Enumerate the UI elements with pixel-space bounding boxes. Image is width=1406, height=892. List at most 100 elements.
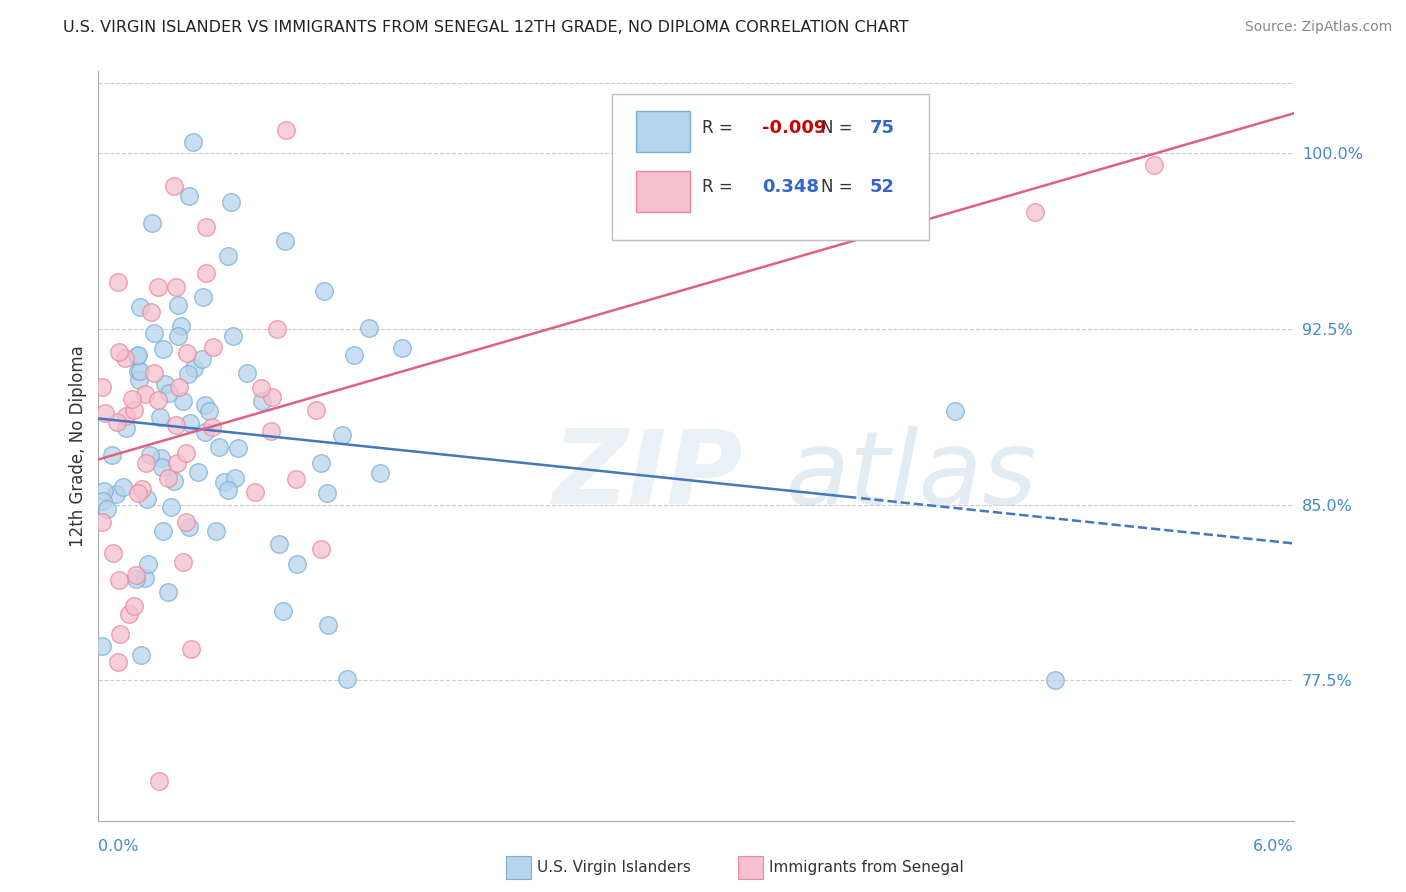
Point: [260, 424, 283, 438]
Point: [156, 471, 179, 485]
Text: U.S. Virgin Islanders: U.S. Virgin Islanders: [537, 860, 690, 875]
Point: [217, 483, 239, 497]
Point: [115, 409, 138, 423]
Point: [274, 235, 297, 249]
FancyBboxPatch shape: [613, 94, 929, 240]
Text: U.S. VIRGIN ISLANDER VS IMMIGRANTS FROM SENEGAL 12TH GRADE, NO DIPLOMA CORRELATI: U.S. VIRGIN ISLANDER VS IMMIGRANTS FROM …: [63, 20, 908, 35]
Point: [94, 406, 117, 420]
Point: [91, 494, 114, 508]
Point: [159, 500, 181, 514]
Text: Source: ZipAtlas.com: Source: ZipAtlas.com: [1244, 20, 1392, 34]
Point: [125, 349, 148, 363]
Point: [316, 486, 339, 500]
Point: [127, 485, 149, 500]
Point: [222, 328, 245, 343]
Point: [157, 386, 180, 401]
Text: Immigrants from Senegal: Immigrants from Senegal: [769, 860, 965, 875]
Point: [316, 617, 339, 632]
Point: [157, 585, 180, 599]
Point: [269, 537, 291, 551]
Point: [250, 393, 273, 408]
Point: [167, 380, 190, 394]
Text: 6.0%: 6.0%: [1253, 839, 1294, 855]
Text: N =: N =: [821, 178, 858, 196]
Point: [197, 403, 219, 417]
Point: [221, 194, 243, 209]
Point: [183, 135, 205, 149]
Point: [139, 448, 162, 462]
Point: [336, 672, 359, 686]
Point: [141, 304, 163, 318]
Point: [285, 558, 308, 572]
Point: [194, 425, 217, 439]
Point: [305, 402, 328, 417]
Point: [391, 341, 413, 355]
Point: [177, 189, 200, 203]
Point: [125, 568, 148, 582]
Point: [190, 351, 212, 366]
Y-axis label: 12th Grade, No Diploma: 12th Grade, No Diploma: [69, 345, 87, 547]
Point: [193, 291, 215, 305]
Point: [1024, 204, 1046, 219]
Point: [172, 393, 194, 408]
Point: [194, 266, 217, 280]
Point: [235, 366, 257, 380]
Point: [108, 345, 131, 359]
Point: [122, 403, 145, 417]
Point: [167, 329, 190, 343]
Point: [131, 648, 153, 662]
Point: [107, 275, 129, 289]
Point: [250, 381, 273, 395]
Point: [135, 457, 157, 471]
Point: [187, 465, 209, 479]
Point: [174, 446, 197, 460]
Point: [1143, 158, 1166, 172]
Point: [332, 427, 354, 442]
Point: [152, 343, 174, 357]
Point: [146, 392, 169, 407]
Point: [101, 448, 124, 462]
Point: [107, 655, 129, 669]
Text: ZIP: ZIP: [553, 425, 744, 526]
Point: [146, 280, 169, 294]
Point: [217, 249, 239, 263]
Point: [143, 366, 166, 380]
Point: [110, 627, 132, 641]
Point: [141, 215, 163, 229]
Point: [162, 474, 184, 488]
Point: [343, 348, 366, 362]
Text: 0.348: 0.348: [762, 178, 818, 196]
Point: [368, 467, 391, 481]
Point: [170, 319, 193, 334]
Point: [136, 491, 159, 506]
Point: [179, 416, 201, 430]
Point: [180, 641, 202, 656]
Point: [166, 456, 188, 470]
Point: [105, 415, 128, 429]
Point: [226, 442, 249, 456]
Point: [121, 392, 143, 407]
Point: [271, 604, 294, 618]
Point: [108, 573, 131, 587]
Point: [943, 404, 966, 418]
Point: [165, 418, 187, 433]
Point: [260, 390, 283, 404]
Point: [104, 487, 127, 501]
Text: N =: N =: [821, 119, 858, 136]
Point: [266, 321, 288, 335]
Point: [152, 524, 174, 539]
Point: [205, 524, 228, 538]
Text: 0.0%: 0.0%: [98, 839, 139, 855]
Point: [153, 376, 176, 391]
Point: [101, 546, 124, 560]
Point: [125, 572, 148, 586]
Point: [142, 326, 165, 341]
Point: [122, 599, 145, 613]
Point: [176, 345, 198, 359]
Point: [177, 368, 200, 382]
Point: [195, 219, 218, 234]
Point: [150, 459, 173, 474]
Bar: [637, 112, 690, 153]
Point: [357, 321, 380, 335]
Point: [311, 456, 333, 470]
